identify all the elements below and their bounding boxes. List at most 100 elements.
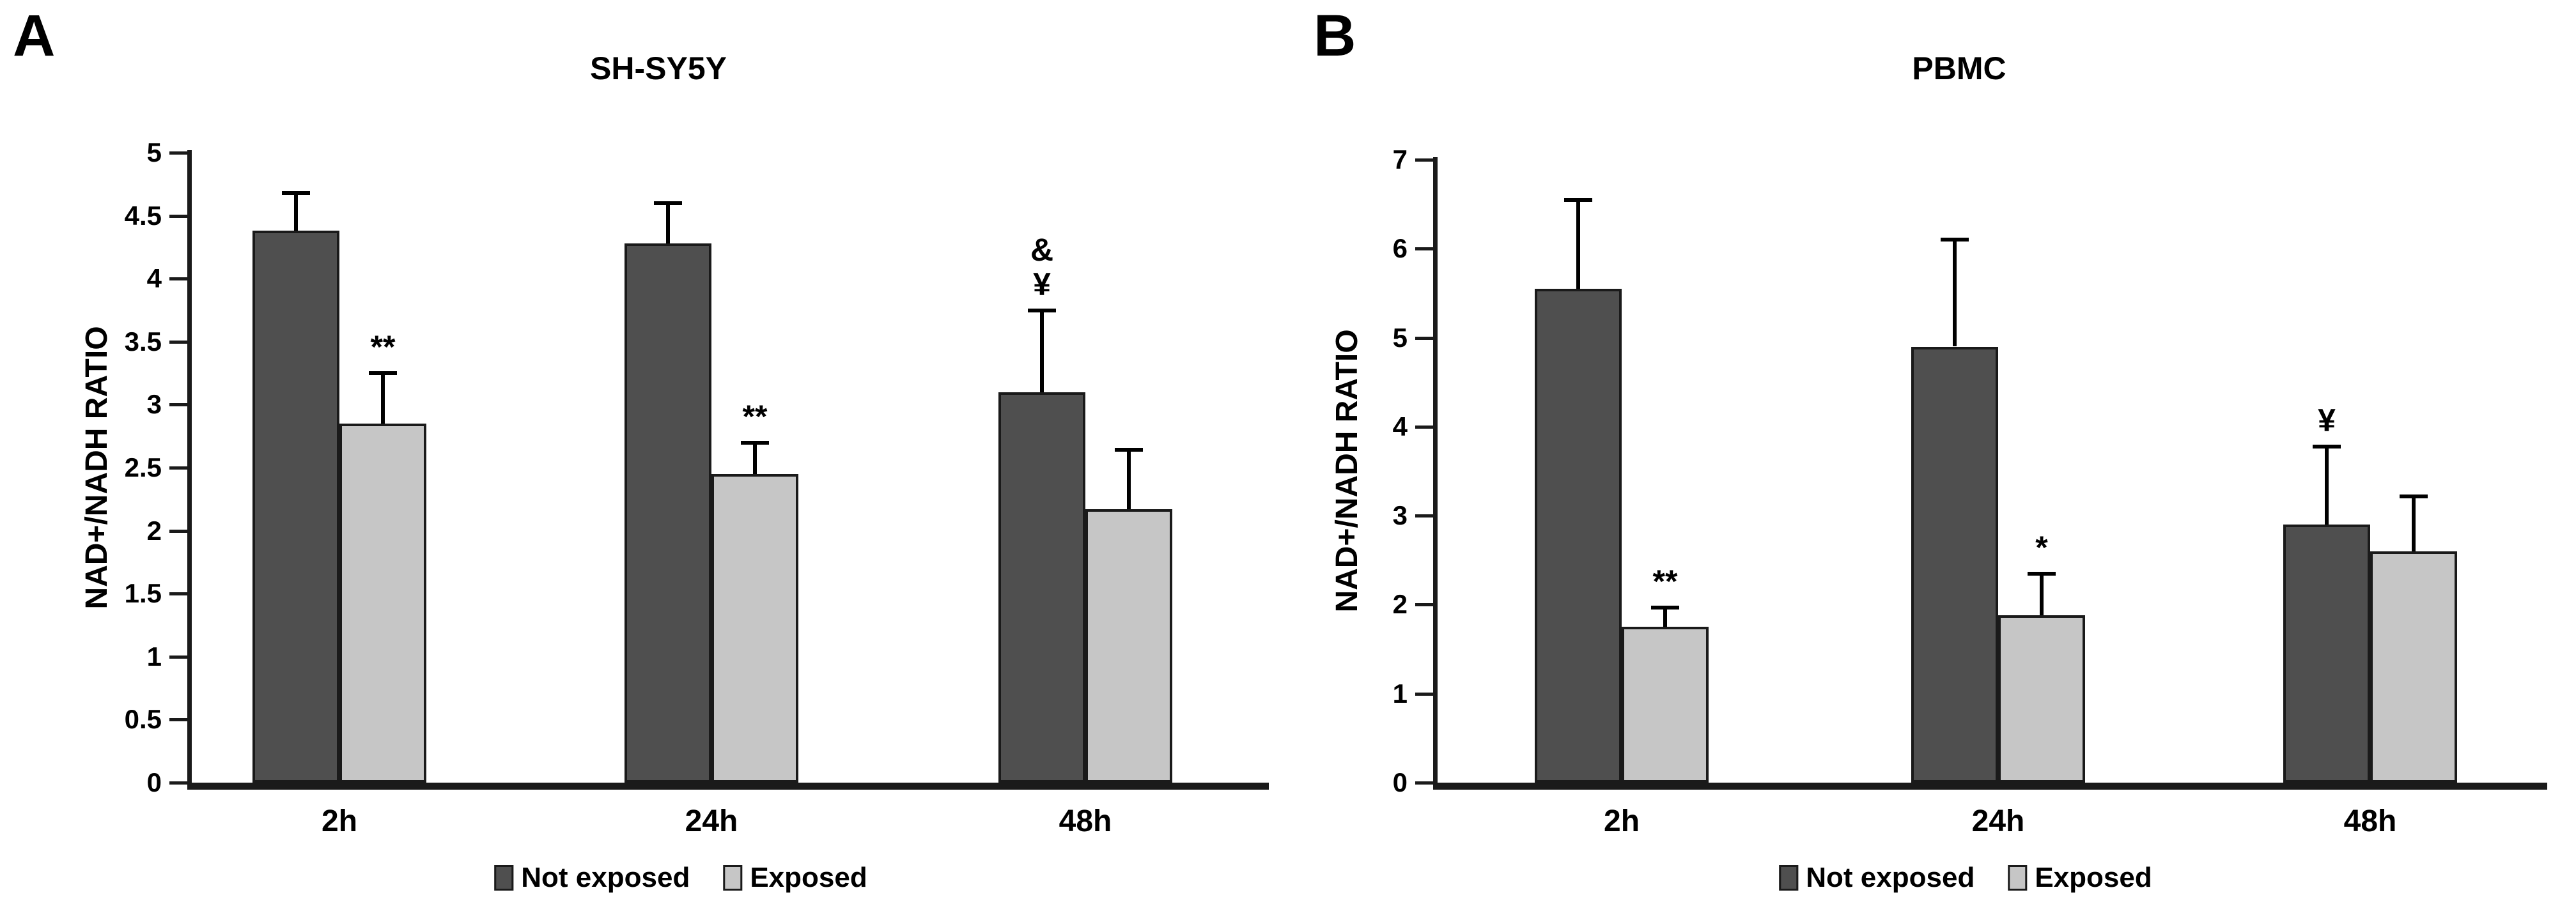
legend-label: Not exposed [521, 862, 690, 893]
panel-b-x-label-48h: 48h [2343, 804, 2397, 838]
panel-b-bar-not-exposed-48h [2283, 525, 2370, 783]
panel-b-error-bar [2325, 446, 2329, 525]
panel-b-y-tick-label: 6 [1392, 233, 1408, 264]
panel-a-bar-exposed-2h [339, 423, 426, 783]
panel-b-error-bar-cap [1564, 197, 1592, 202]
legend-label: Exposed [2035, 862, 2152, 893]
panel-a-y-tick-label: 4.5 [124, 200, 162, 231]
panel-a-x-axis [187, 783, 1269, 790]
panel-b-legend-item: Exposed [2008, 864, 2152, 892]
panel-b-y-tick [1415, 247, 1433, 251]
panel-a-y-tick-label: 1 [146, 641, 162, 671]
panel-a-x-label-48h: 48h [1059, 804, 1112, 838]
panel-a-error-bar-cap [369, 371, 397, 376]
panel-a-y-tick-label: 5 [146, 137, 162, 167]
panel-b-y-axis-label: NAD+/NADH RATIO [1330, 329, 1364, 613]
panel-b-y-tick [1415, 603, 1433, 607]
panel-b-y-tick-label: 0 [1392, 767, 1408, 797]
panel-a-error-bar-cap [654, 201, 682, 205]
panel-b-error-bar-cap [1651, 605, 1679, 610]
panel-a-y-tick [169, 403, 187, 407]
panel-b-error-bar [1576, 199, 1580, 289]
panel-b-y-tick [1415, 336, 1433, 340]
panel-a-error-bar-cap [1115, 448, 1143, 452]
panel-a-label: A [13, 3, 56, 68]
panel-b-x-label-24h: 24h [1971, 804, 2025, 838]
panel-b-y-tick [1415, 158, 1433, 162]
panel-a-y-tick [169, 340, 187, 344]
panel-a-bar-exposed-24h [711, 473, 798, 783]
panel-a-bar-not-exposed-24h [625, 243, 711, 783]
legend-swatch-icon [1779, 865, 1799, 891]
panel-a-y-tick [169, 466, 187, 470]
legend-swatch-icon [723, 865, 743, 891]
panel-b-annotation-48h: ¥ [2318, 402, 2336, 438]
panel-b-error-bar-cap [2028, 571, 2056, 576]
panel-a-y-tick [169, 214, 187, 218]
panel-b-error-bar [2040, 573, 2044, 616]
panel-a-error-bar [753, 442, 757, 474]
panel-a-error-bar [381, 373, 385, 424]
panel-b-y-axis [1433, 157, 1438, 783]
panel-a-bar-not-exposed-48h [998, 392, 1085, 783]
panel-a-y-tick [169, 592, 187, 596]
panel-a-error-bar [1040, 310, 1044, 392]
panel-a-error-bar-cap [1028, 308, 1056, 312]
panel-a-error-bar-cap [741, 440, 769, 445]
panel-a-y-axis [187, 150, 192, 783]
panel-b-y-tick-label: 2 [1392, 589, 1408, 620]
panel-b-error-bar [2412, 496, 2416, 551]
panel-b-y-tick [1415, 692, 1433, 696]
legend-swatch-icon [494, 865, 514, 891]
panel-b-y-tick [1415, 781, 1433, 785]
panel-b-bar-not-exposed-24h [1911, 346, 1998, 783]
panel-a-title: SH-SY5Y [590, 50, 727, 86]
panel-a-y-tick [169, 529, 187, 533]
panel-a-y-tick-label: 2.5 [124, 452, 162, 482]
panel-a-annotation-48h: & ¥ [1030, 231, 1054, 302]
panel-b-error-bar-cap [2313, 444, 2341, 448]
panel-a-annotation-24h: ** [742, 398, 768, 434]
panel-a-legend-item: Exposed [723, 864, 867, 892]
panel-a-y-tick-label: 3 [146, 389, 162, 420]
panel-a-y-tick-label: 1.5 [124, 578, 162, 609]
panel-a-y-tick-label: 0.5 [124, 704, 162, 735]
panel-a-y-tick [169, 781, 187, 785]
panel-a-y-tick-label: 3.5 [124, 326, 162, 356]
panel-a-y-tick [169, 277, 187, 281]
panel-b-title: PBMC [1912, 50, 2006, 86]
panel-a-y-tick-label: 2 [146, 515, 162, 546]
panel-b-y-tick [1415, 514, 1433, 518]
panel-b-annotation-2h: ** [1652, 563, 1678, 599]
panel-a-error-bar [1127, 450, 1131, 510]
panel-b-y-tick-label: 3 [1392, 500, 1408, 531]
legend-swatch-icon [2008, 865, 2028, 891]
panel-a-bar-exposed-48h [1085, 509, 1172, 783]
panel-a-bar-not-exposed-2h [252, 231, 339, 783]
panel-b-error-bar-cap [2400, 494, 2428, 498]
panel-b-x-axis [1433, 783, 2547, 790]
panel-a-legend: Not exposed Exposed [494, 864, 867, 892]
panel-b-legend: Not exposed Exposed [1779, 864, 2152, 892]
panel-b-y-tick [1415, 425, 1433, 429]
panel-b-bar-not-exposed-2h [1535, 288, 1622, 783]
panel-a-annotation-2h: ** [370, 329, 396, 365]
panel-a-y-tick-label: 0 [146, 767, 162, 797]
panel-b-bar-exposed-48h [2370, 551, 2457, 783]
panel-a-error-bar [666, 203, 670, 243]
panel-a-y-tick-label: 4 [146, 263, 162, 294]
panel-a-y-tick [169, 655, 187, 659]
panel-b-x-label-2h: 2h [1603, 804, 1640, 838]
panel-a-y-tick [169, 718, 187, 722]
panel-a-error-bar-cap [282, 191, 310, 195]
panel-a-y-tick [169, 151, 187, 155]
panel-b-y-tick-label: 7 [1392, 144, 1408, 174]
panel-b-y-tick-label: 5 [1392, 322, 1408, 353]
legend-label: Not exposed [1806, 862, 1975, 893]
panel-a-x-label-24h: 24h [685, 804, 738, 838]
panel-b-annotation-24h: * [2035, 529, 2048, 565]
panel-b-y-tick-label: 1 [1392, 678, 1408, 709]
panel-a-error-bar [294, 193, 298, 231]
panel-b-error-bar-cap [1941, 238, 1969, 242]
